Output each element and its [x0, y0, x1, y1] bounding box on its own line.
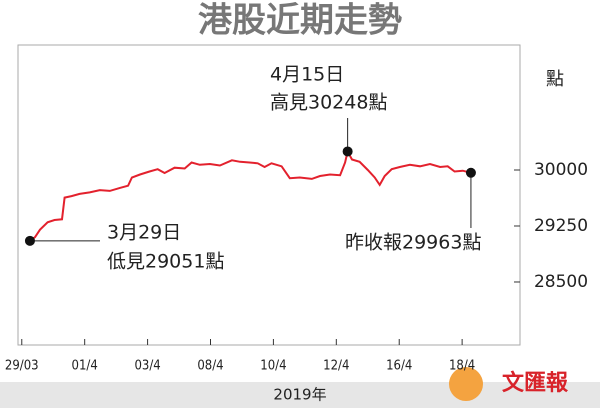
- y-tick-label: 28500: [534, 272, 588, 292]
- x-tick-label: 12/4: [323, 359, 349, 374]
- annotation: 4月15日: [270, 64, 344, 86]
- x-tick-label: 29/03: [5, 359, 39, 374]
- chart-title: 港股近期走勢: [198, 1, 402, 41]
- x-tick-label: 08/4: [197, 359, 223, 374]
- source-logo: 文匯報: [502, 370, 569, 396]
- x-label-band: [0, 382, 600, 408]
- annotation: 3月29日: [107, 222, 181, 244]
- unit-label: 點: [546, 69, 564, 90]
- annotation: 高見30248點: [270, 92, 387, 114]
- x-tick-label: 03/4: [134, 359, 160, 374]
- annotation: 低見29051點: [107, 251, 224, 273]
- x-tick-label: 18/4: [449, 359, 475, 374]
- key-point: [342, 146, 353, 157]
- key-point: [24, 235, 35, 246]
- x-tick-label: 16/4: [386, 359, 412, 374]
- y-tick-label: 30000: [534, 160, 588, 180]
- logo-icon: [449, 367, 483, 401]
- price-line: [29, 148, 472, 242]
- y-tick-label: 29250: [534, 216, 588, 236]
- annotation: 昨收報29963點: [345, 232, 481, 254]
- plot-frame: [17, 44, 521, 346]
- key-point: [465, 167, 476, 178]
- x-tick-label: 01/4: [72, 359, 98, 374]
- x-tick-label: 10/4: [260, 359, 286, 374]
- x-axis-label: 2019年: [273, 386, 326, 404]
